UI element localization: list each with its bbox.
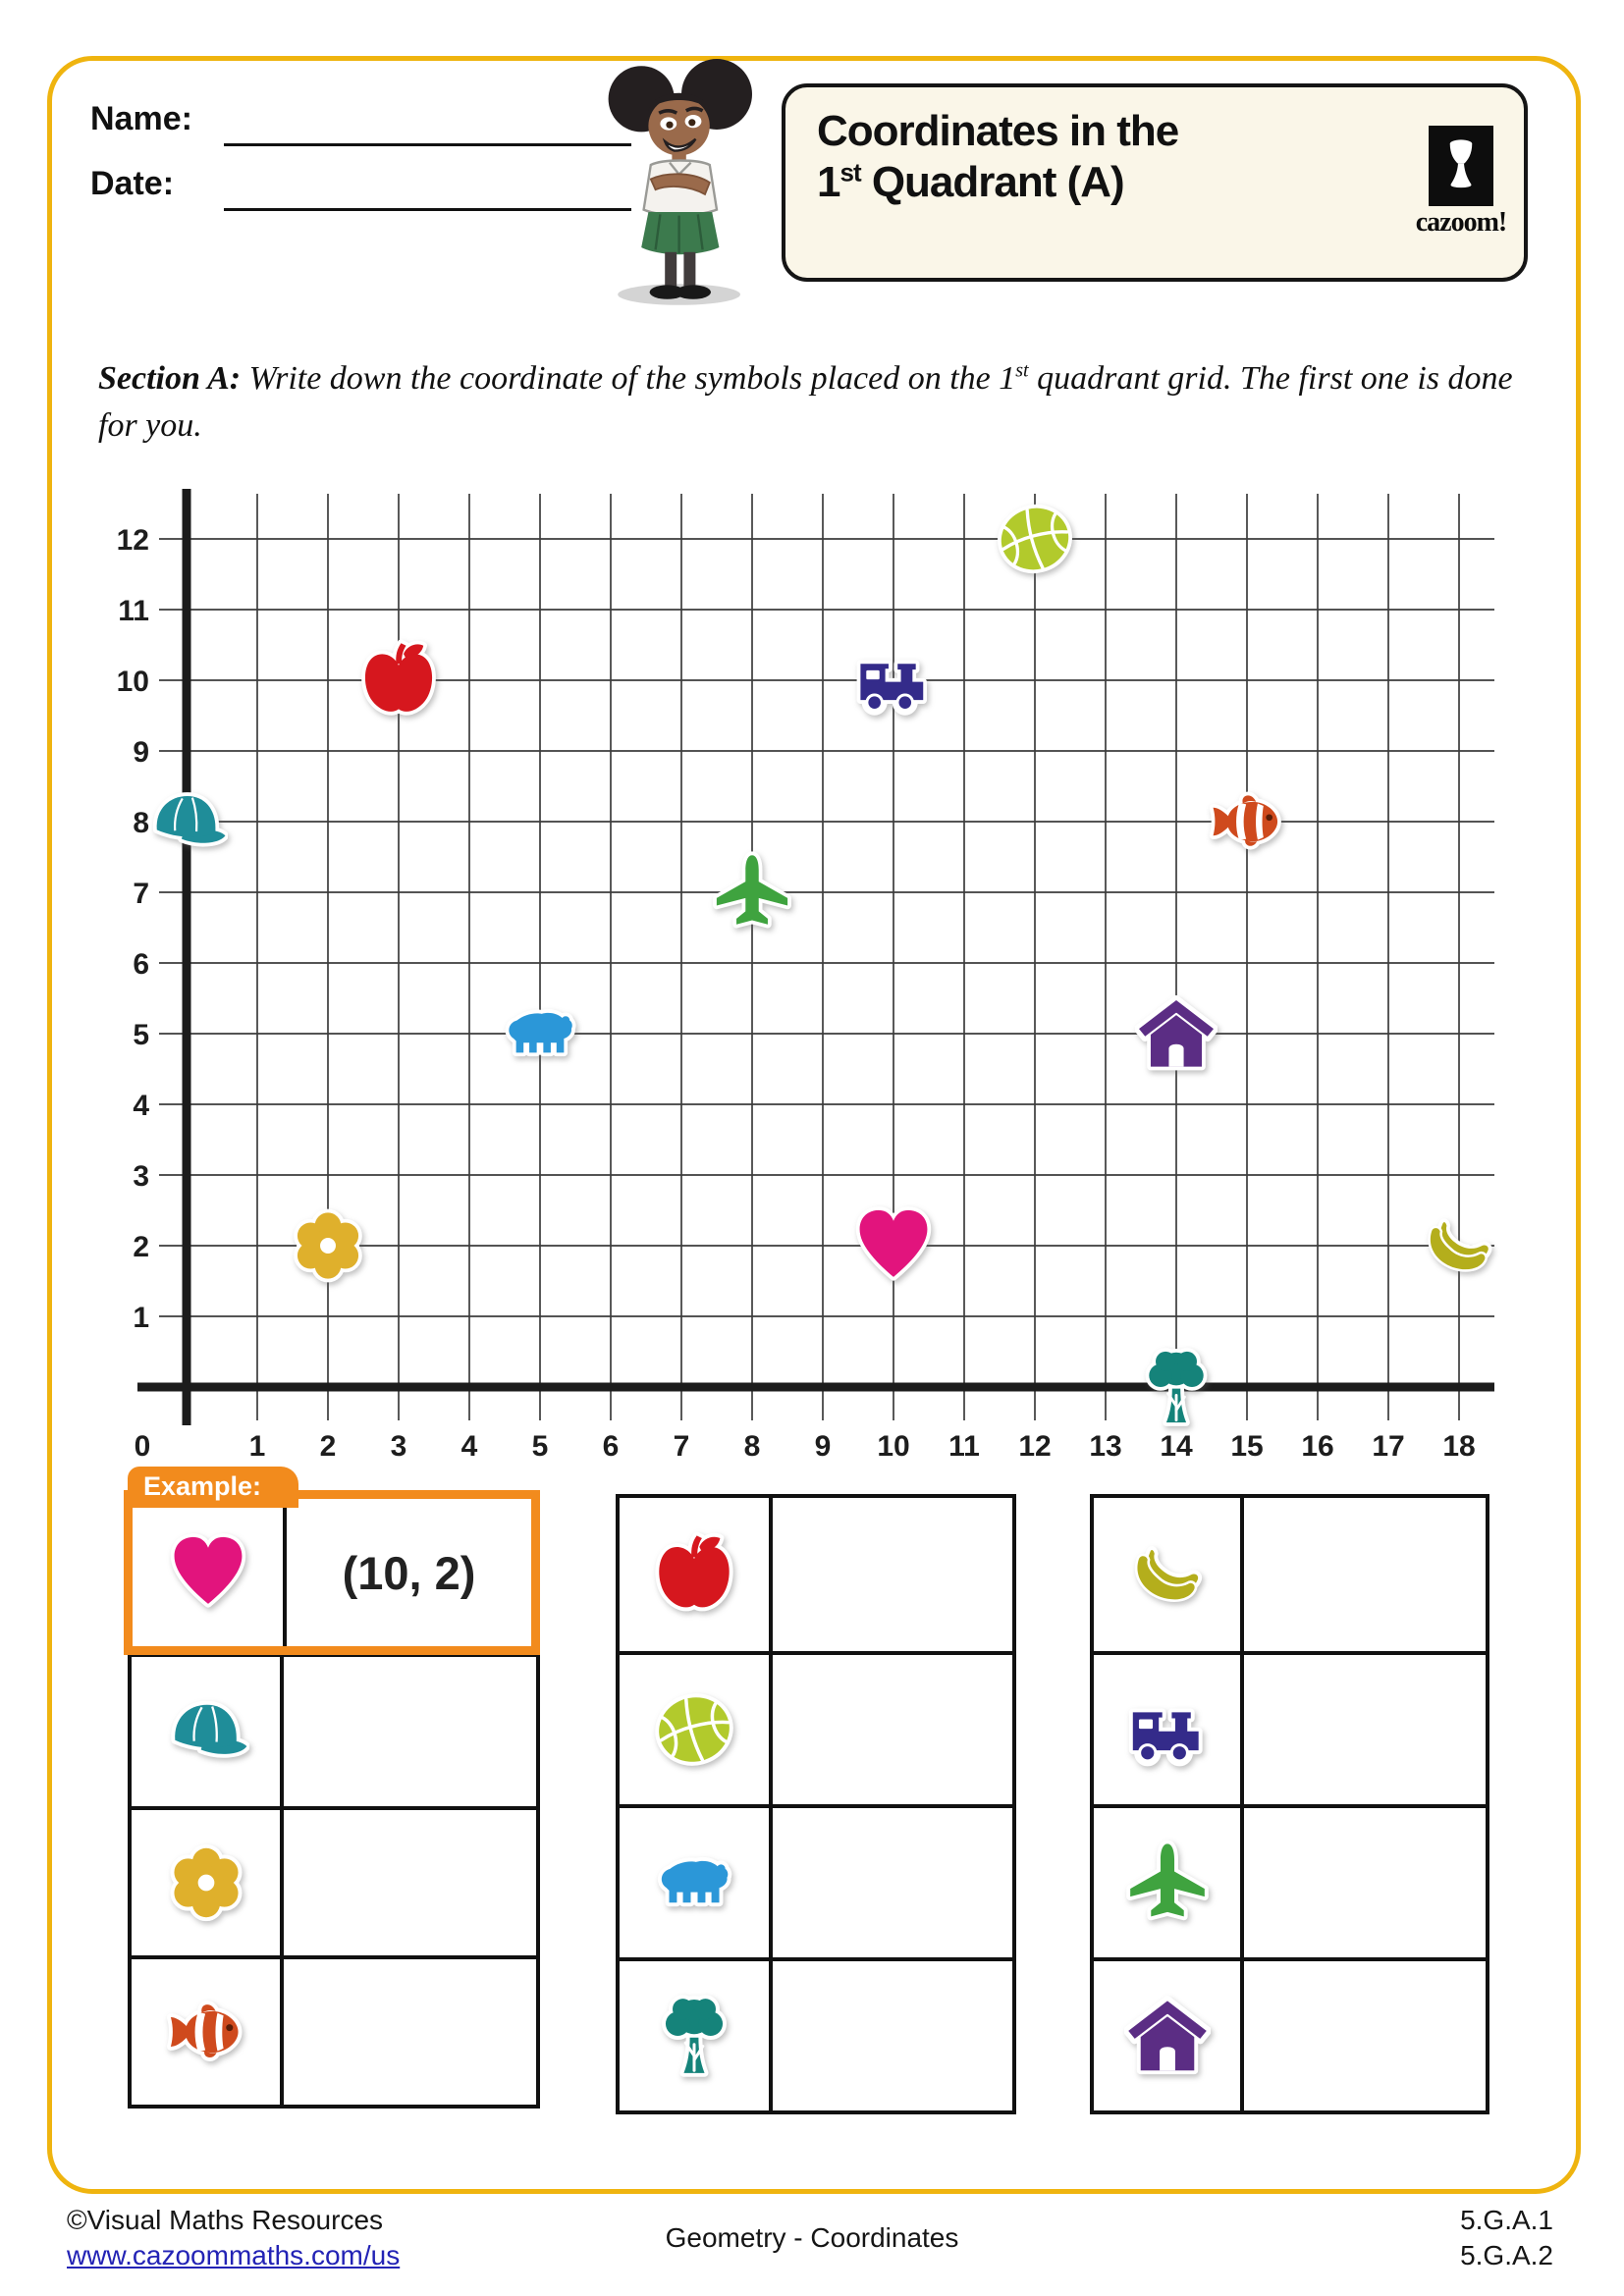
house-sticker bbox=[1124, 1993, 1211, 2079]
apple-sticker bbox=[651, 1531, 737, 1618]
cazoom-drum-icon bbox=[1429, 126, 1493, 206]
cazoom-wordmark: cazoom! bbox=[1415, 207, 1508, 238]
table-row bbox=[1094, 1804, 1486, 1957]
title-box bbox=[782, 83, 1528, 282]
section-a-instruction: Section A: Write down the coordinate of … bbox=[98, 359, 1513, 445]
answer-cell[interactable] bbox=[769, 1498, 1012, 1651]
cap-symbol-cell bbox=[132, 1657, 280, 1806]
date-label: Date: bbox=[90, 165, 175, 202]
example-box: (10, 2) bbox=[124, 1490, 540, 1655]
worksheet-title: Coordinates in the 1st Quadrant (A) bbox=[817, 107, 1179, 206]
tree-symbol-cell bbox=[620, 1961, 769, 2110]
answer-cell[interactable] bbox=[1240, 1961, 1486, 2110]
answer-cell[interactable] bbox=[769, 1808, 1012, 1957]
answer-cell[interactable] bbox=[1240, 1808, 1486, 1957]
answer-table-2 bbox=[616, 1494, 1016, 2114]
bananas-symbol-cell bbox=[1094, 1498, 1240, 1651]
table-row bbox=[1094, 1498, 1486, 1651]
flower-symbol-cell bbox=[132, 1810, 280, 1955]
flower-sticker bbox=[163, 1840, 249, 1926]
train-symbol-cell bbox=[1094, 1655, 1240, 1804]
date-input-line[interactable] bbox=[224, 175, 631, 211]
airplane-symbol-cell bbox=[1094, 1808, 1240, 1957]
footer-standard-1: 5.G.A.1 bbox=[1460, 2205, 1553, 2235]
airplane-sticker bbox=[1124, 1840, 1211, 1926]
answer-cell[interactable] bbox=[769, 1961, 1012, 2110]
basketball-sticker bbox=[651, 1686, 737, 1773]
clownfish-symbol-cell bbox=[132, 1959, 280, 2105]
answer-cell[interactable] bbox=[280, 1657, 536, 1806]
example-symbol-cell bbox=[133, 1499, 287, 1646]
footer-copyright: ©Visual Maths Resources bbox=[67, 2205, 384, 2235]
cap-sticker bbox=[163, 1688, 249, 1775]
table-row bbox=[132, 1806, 536, 1955]
example-tab: Example: bbox=[128, 1467, 298, 1508]
table-row bbox=[620, 1498, 1012, 1651]
table-row bbox=[1094, 1957, 1486, 2110]
table-row bbox=[132, 1657, 536, 1806]
answer-cell[interactable] bbox=[280, 1810, 536, 1955]
footer-url-link[interactable]: www.cazoommaths.com/us bbox=[67, 2240, 401, 2270]
bear-symbol-cell bbox=[620, 1808, 769, 1957]
cazoom-logo: cazoom! bbox=[1402, 126, 1520, 239]
house-symbol-cell bbox=[1094, 1961, 1240, 2110]
answer-table-3 bbox=[1090, 1494, 1489, 2114]
tree-sticker bbox=[651, 1993, 737, 2079]
footer-standard-2: 5.G.A.2 bbox=[1460, 2240, 1553, 2270]
heart-sticker bbox=[167, 1531, 249, 1614]
name-input-line[interactable] bbox=[224, 110, 631, 146]
footer-topic: Geometry - Coordinates bbox=[665, 2222, 959, 2253]
basketball-symbol-cell bbox=[620, 1655, 769, 1804]
answer-cell[interactable] bbox=[769, 1655, 1012, 1804]
answer-table-1 bbox=[128, 1653, 540, 2109]
answer-cell[interactable] bbox=[1240, 1655, 1486, 1804]
table-row bbox=[132, 1955, 536, 2105]
train-sticker bbox=[1124, 1686, 1211, 1773]
bananas-sticker bbox=[1124, 1531, 1211, 1618]
table-row bbox=[620, 1804, 1012, 1957]
answer-cell[interactable] bbox=[1240, 1498, 1486, 1651]
table-row bbox=[620, 1651, 1012, 1804]
apple-symbol-cell bbox=[620, 1498, 769, 1651]
table-row bbox=[620, 1957, 1012, 2110]
answer-cell[interactable] bbox=[280, 1959, 536, 2105]
bear-sticker bbox=[651, 1840, 737, 1926]
table-row bbox=[1094, 1651, 1486, 1804]
student-illustration bbox=[608, 59, 752, 305]
name-label: Name: bbox=[90, 100, 192, 137]
clownfish-sticker bbox=[163, 1989, 249, 2075]
example-answer: (10, 2) bbox=[342, 1546, 476, 1599]
